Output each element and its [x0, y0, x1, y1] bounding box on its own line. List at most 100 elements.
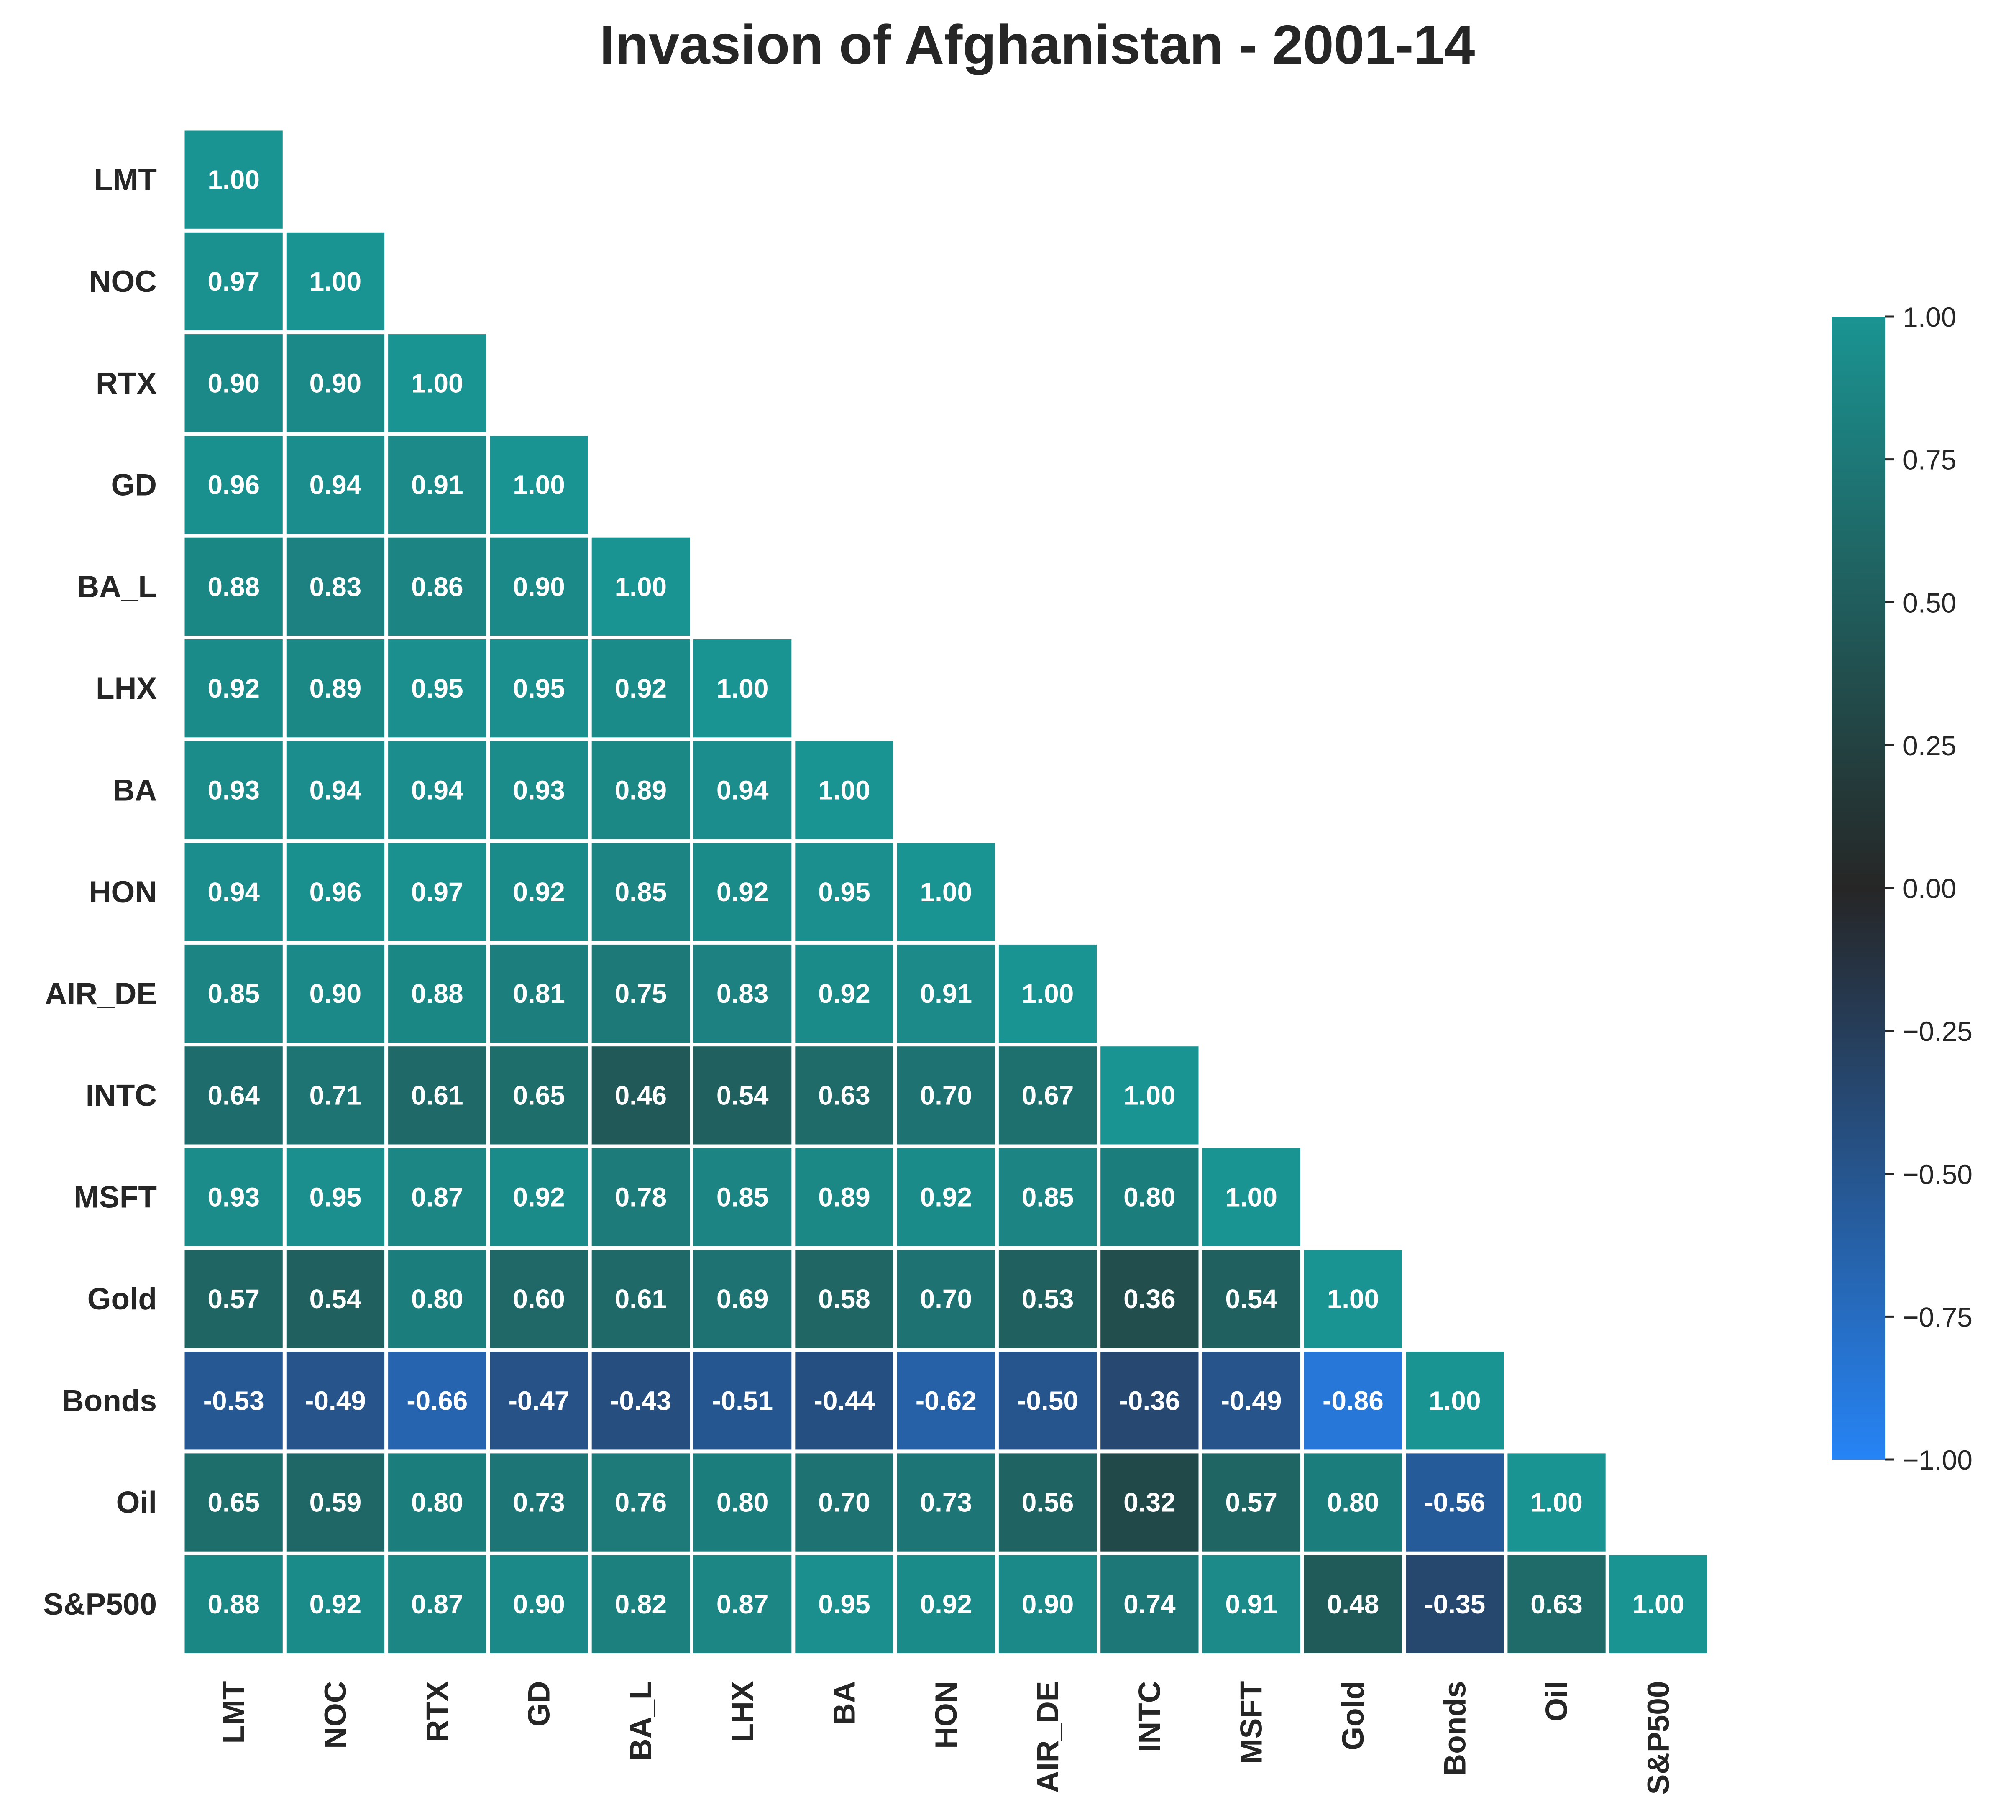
heatmap-cell-RTX-NOC — [286, 334, 385, 432]
cell-value-label: 0.61 — [615, 1284, 667, 1314]
heatmap-cell-Oil-MSFT — [1202, 1453, 1300, 1552]
colorbar-ticks: 1.00 0.75 0.50 0.25 0.00 −0.25 −0.50 −0.75 −1.00 — [1885, 302, 1973, 1475]
cell-value-label: 0.96 — [310, 877, 362, 907]
cell-value-label: 0.92 — [310, 1589, 362, 1619]
heatmap-cell-Bonds-RTX — [388, 1352, 486, 1450]
cell-value-label: 0.64 — [207, 1080, 260, 1110]
heatmap-cell-Gold-Gold — [1304, 1250, 1402, 1348]
colorbar-tick-label: 0.50 — [1903, 587, 1956, 618]
heatmap-cell-AIR_DE-RTX — [388, 944, 486, 1043]
y-axis-tick-labels: LMT NOC RTX GD BA_L LHX BA HON AIR_DE INTC MSFT Gol… — [43, 163, 157, 1621]
heatmap-cell-LHX-LHX — [693, 639, 792, 738]
cell-value-label: 0.71 — [310, 1080, 362, 1110]
heatmap-cell-BA_L-RTX — [388, 537, 486, 636]
y-tick-label: LHX — [96, 672, 157, 706]
cell-value-label: 0.80 — [411, 1284, 463, 1314]
cell-value-label: -0.62 — [916, 1385, 977, 1416]
heatmap-cell-INTC-RTX — [388, 1046, 486, 1145]
cell-value-label: 0.70 — [920, 1284, 972, 1314]
chart-title: Invasion of Afghanistan - 2001-14 — [600, 14, 1475, 75]
cell-value-label: 0.87 — [411, 1589, 463, 1619]
colorbar-tick-label: 0.25 — [1903, 730, 1956, 761]
cell-value-label: 0.96 — [207, 470, 260, 500]
cell-value-label: 0.90 — [513, 572, 565, 602]
cell-value-label: 0.93 — [207, 775, 260, 805]
cell-value-label: 0.97 — [207, 266, 260, 297]
heatmap-cell-LHX-BA_L — [591, 639, 690, 738]
cell-value-label: 0.95 — [818, 1589, 870, 1619]
heatmap-cell-AIR_DE-NOC — [286, 944, 385, 1043]
cell-value-label: 0.92 — [513, 877, 565, 907]
x-tick-label: LHX — [726, 1681, 760, 1742]
cell-value-label: -0.36 — [1119, 1385, 1180, 1416]
heatmap-cell-HON-LMT — [184, 843, 283, 941]
cell-value-label: 0.85 — [716, 1182, 769, 1212]
cell-value-label: 0.92 — [818, 979, 870, 1009]
heatmap-cell-BA-RTX — [388, 741, 486, 839]
heatmap-cell-Gold-BA_L — [591, 1250, 690, 1348]
cell-value-label: 0.95 — [310, 1182, 362, 1212]
heatmap-cell-Gold-GD — [490, 1250, 588, 1348]
heatmap-cell-Oil-NOC — [286, 1453, 385, 1552]
cell-value-label: 0.81 — [513, 979, 565, 1009]
heatmap-cell-Bonds-GD — [490, 1352, 588, 1450]
heatmap-cell-INTC-BA — [795, 1046, 893, 1145]
heatmap-cell-LHX-GD — [490, 639, 588, 738]
y-tick-label: Oil — [116, 1486, 157, 1520]
cell-value-label: 0.91 — [1225, 1589, 1277, 1619]
heatmap-cell-INTC-LHX — [693, 1046, 792, 1145]
heatmap-cell-MSFT-NOC — [286, 1148, 385, 1246]
colorbar-tick-label: 1.00 — [1903, 302, 1956, 332]
heatmap-cell-Bonds-AIR_DE — [998, 1352, 1097, 1450]
colorbar: 1.00 0.75 0.50 0.25 0.00 −0.25 −0.50 −0.75 −1.00 — [1832, 302, 1973, 1475]
heatmap-cell-INTC-INTC — [1100, 1046, 1199, 1145]
heatmap-cell-Gold-HON — [897, 1250, 995, 1348]
colorbar-tick-label: −1.00 — [1903, 1444, 1973, 1475]
cell-value-label: -0.49 — [305, 1385, 366, 1416]
heatmap-cell-AIR_DE-HON — [897, 944, 995, 1043]
y-tick-label: Gold — [87, 1282, 157, 1316]
heatmap-cell-LMT-LMT — [184, 130, 283, 229]
cell-value-label: 0.92 — [716, 877, 769, 907]
heatmap-cell-Oil-LHX — [693, 1453, 792, 1552]
heatmap-cell-RTX-LMT — [184, 334, 283, 432]
heatmap-cell-MSFT-LHX — [693, 1148, 792, 1246]
heatmap-cell-MSFT-BA — [795, 1148, 893, 1246]
cell-value-label: 1.00 — [1327, 1284, 1379, 1314]
heatmap-cell-Oil-RTX — [388, 1453, 486, 1552]
heatmap-cell-BA_L-LMT — [184, 537, 283, 636]
cell-value-label: -0.47 — [509, 1385, 570, 1416]
heatmap-cell-AIR_DE-BA — [795, 944, 893, 1043]
heatmap-cell-BA_L-GD — [490, 537, 588, 636]
heatmap-cell-HON-BA_L — [591, 843, 690, 941]
y-tick-label: MSFT — [74, 1181, 157, 1214]
cell-value-label: 0.94 — [310, 470, 362, 500]
heatmap-cell-MSFT-HON — [897, 1148, 995, 1246]
cell-value-label: 0.60 — [513, 1284, 565, 1314]
heatmap-cell-Gold-LMT — [184, 1250, 283, 1348]
x-tick-label: Oil — [1540, 1681, 1574, 1722]
cell-value-label: 0.92 — [207, 673, 260, 703]
cell-value-label: 0.93 — [513, 775, 565, 805]
heatmap-cell-MSFT-LMT — [184, 1148, 283, 1246]
cell-value-label: 0.91 — [411, 470, 463, 500]
heatmap-cell-BA-LMT — [184, 741, 283, 839]
y-tick-label: AIR_DE — [45, 977, 157, 1011]
heatmap-cell-BA_L-BA_L — [591, 537, 690, 636]
heatmap-cell-S&P500-Gold — [1304, 1555, 1402, 1653]
heatmap-cell-BA_L-NOC — [286, 537, 385, 636]
cell-value-label: 0.90 — [513, 1589, 565, 1619]
heatmap-cell-LHX-LMT — [184, 639, 283, 738]
cell-value-label: 0.32 — [1123, 1488, 1176, 1518]
heatmap-cell-Oil-BA — [795, 1453, 893, 1552]
heatmap-cell-NOC-NOC — [286, 232, 385, 331]
heatmap-cell-HON-HON — [897, 843, 995, 941]
heatmap-cell-Oil-Bonds — [1406, 1453, 1504, 1552]
heatmap-cell-INTC-GD — [490, 1046, 588, 1145]
heatmap-cell-AIR_DE-AIR_DE — [998, 944, 1097, 1043]
cell-value-label: 0.89 — [310, 673, 362, 703]
cell-value-label: 0.36 — [1123, 1284, 1176, 1314]
heatmap-cell-Gold-MSFT — [1202, 1250, 1300, 1348]
heatmap-cell-BA-LHX — [693, 741, 792, 839]
cell-value-label: 0.83 — [716, 979, 769, 1009]
